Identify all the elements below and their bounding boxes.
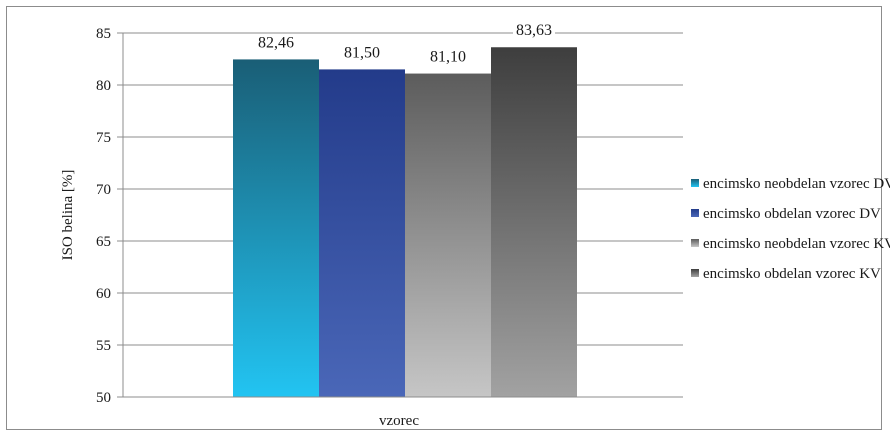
y-tick-label: 50: [96, 390, 111, 406]
data-label-2: 81,50: [344, 44, 380, 61]
bar-1: [233, 59, 319, 397]
data-label-1: 82,46: [258, 34, 294, 51]
y-tick-label: 60: [96, 286, 111, 302]
legend-swatch-1: [691, 179, 699, 187]
legend-swatch-3: [691, 239, 699, 247]
data-label-background: [341, 44, 383, 62]
legend: encimsko neobdelan vzorec DV encimsko obd…: [691, 176, 890, 282]
data-label-background: [255, 34, 297, 52]
bar-3: [405, 73, 491, 397]
legend-label-3: encimsko neobdelan vzorec KV: [703, 236, 890, 252]
bar-2: [319, 69, 405, 398]
y-axis-title: ISO belina [%]: [60, 170, 76, 261]
y-tick-label: 65: [96, 234, 111, 250]
y-tick-labels: 50 55 60 65 70 75 80 85: [96, 26, 111, 406]
data-label-background: [427, 48, 469, 66]
legend-label-2: encimsko obdelan vzorec DV: [703, 206, 881, 222]
legend-swatch-4: [691, 269, 699, 277]
legend-swatch-2: [691, 209, 699, 217]
x-axis-title: vzorec: [379, 413, 419, 429]
y-tick-label: 55: [96, 338, 111, 354]
data-label-background: [513, 22, 555, 40]
legend-label-1: encimsko neobdelan vzorec DV: [703, 176, 890, 192]
data-label-4: 83,63: [516, 22, 552, 39]
y-tick-label: 85: [96, 26, 111, 42]
bars: [233, 47, 577, 398]
y-tick-label: 80: [96, 78, 111, 94]
data-label-3: 81,10: [430, 49, 466, 66]
data-labels: 82,46 81,50 81,10 83,63: [255, 22, 555, 66]
bar-4: [491, 47, 577, 398]
y-tick-label: 70: [96, 182, 111, 198]
y-tick-label: 75: [96, 130, 111, 146]
legend-label-4: encimsko obdelan vzorec KV: [703, 266, 881, 282]
